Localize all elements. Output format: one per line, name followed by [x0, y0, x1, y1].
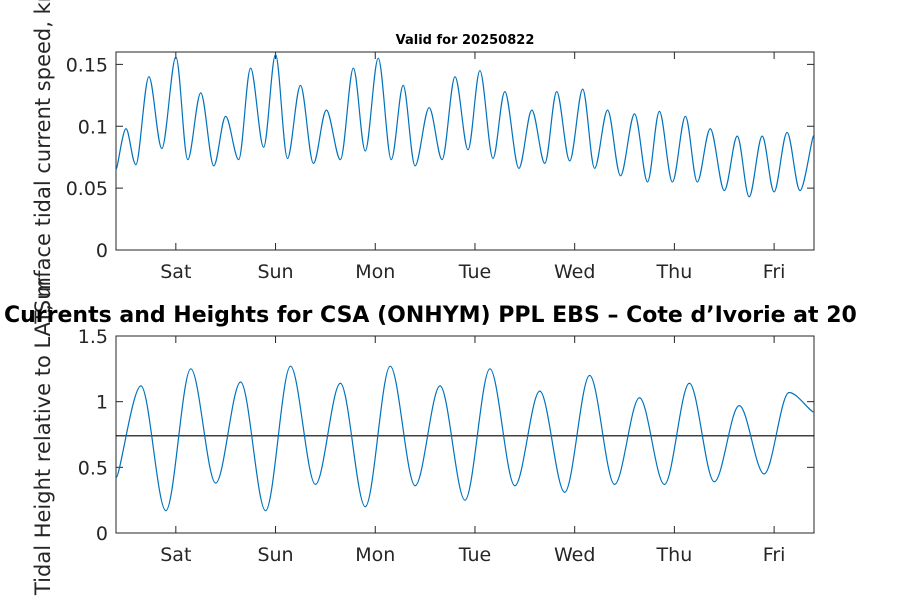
current-speed-x-tick-label: Tue	[458, 261, 491, 283]
current-speed-x-tick-label: Mon	[355, 261, 395, 283]
tidal-height-x-tick-label: Wed	[554, 544, 595, 566]
tidal-height-y-ticks: 0 0.5 1 1.5	[78, 326, 814, 545]
tidal-height-x-tick-label: Tue	[458, 544, 491, 566]
current-speed-title: Valid for 20250822	[396, 33, 535, 48]
tidal-height-x-ticks: Sat Sun Mon Tue Wed Thu Fri	[160, 336, 785, 566]
current-speed-x-tick-label: Sat	[160, 261, 191, 283]
current-speed-line	[115, 53, 815, 198]
current-speed-y-tick-label: 0.15	[66, 54, 108, 76]
tidal-height-axes	[115, 335, 815, 534]
tidal-height-line	[115, 365, 815, 512]
tidal-height-y-tick-label: 0.5	[78, 457, 108, 479]
tidal-height-y-label: Tidal Height relative to LAT, m	[31, 277, 55, 596]
current-speed-y-tick-label: 0	[96, 240, 108, 262]
tidal-height-y-tick-label: 0	[96, 523, 108, 545]
current-speed-y-tick-label: 0.1	[78, 116, 108, 138]
current-speed-x-tick-label: Sun	[257, 261, 293, 283]
current-speed-panel: Valid for 20250822 0 0.05 0.1 0.15 Sat Sun Mo…	[31, 0, 815, 313]
tidal-height-y-tick-label: 1.5	[78, 326, 108, 348]
tidal-height-panel: 0 0.5 1 1.5 Sat Sun Mon Tue Wed Thu Fri Tidal Hei…	[31, 277, 815, 596]
tidal-height-x-tick-label: Mon	[355, 544, 395, 566]
tidal-height-y-tick-label: 1	[96, 392, 108, 414]
current-speed-axes	[115, 51, 815, 251]
tidal-height-x-tick-label: Thu	[656, 544, 693, 566]
current-speed-x-tick-label: Wed	[554, 261, 595, 283]
figure-title: Currents and Heights for CSA (ONHYM) PPL…	[4, 303, 857, 328]
tidal-height-x-tick-label: Sat	[160, 544, 191, 566]
current-speed-x-ticks: Sat Sun Mon Tue Wed Thu Fri	[160, 52, 785, 283]
tidal-height-x-tick-label: Fri	[763, 544, 786, 566]
current-speed-x-tick-label: Thu	[656, 261, 693, 283]
current-speed-y-label: Surface tidal current speed, kn	[31, 0, 55, 313]
current-speed-y-tick-label: 0.05	[66, 178, 108, 200]
current-speed-x-tick-label: Fri	[763, 261, 786, 283]
current-speed-y-ticks: 0 0.05 0.1 0.15	[66, 54, 814, 262]
tidal-height-x-tick-label: Sun	[257, 544, 293, 566]
